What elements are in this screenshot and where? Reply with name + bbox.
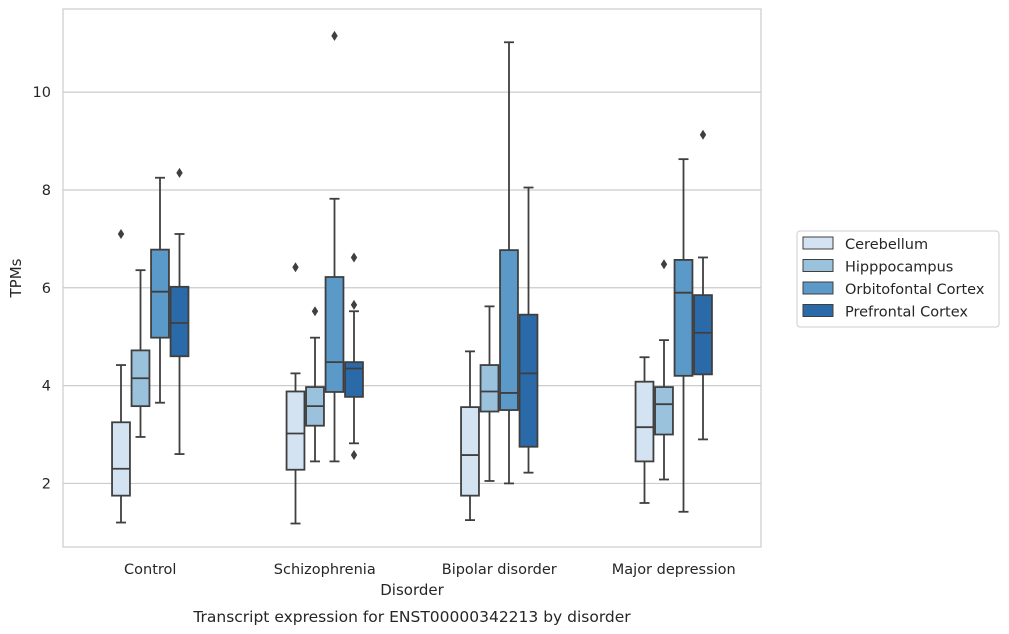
box-hipppocampus [305, 306, 325, 463]
outlier-point [660, 259, 668, 270]
box-hipppocampus [654, 259, 674, 481]
box-cerebellum [111, 228, 131, 524]
outlier-point [331, 30, 338, 41]
box-orbitofontal-cortex [673, 158, 694, 513]
legend-swatch [802, 236, 834, 250]
outlier-point [176, 167, 183, 178]
legend-frame [796, 230, 1000, 328]
box-body [518, 313, 539, 448]
box-cerebellum [634, 356, 655, 504]
outlier-point [350, 252, 358, 263]
x-tick-label: Major depression [612, 562, 736, 578]
box-prefrontal-cortex [693, 129, 713, 441]
box-body [324, 276, 345, 393]
legend-swatch [802, 304, 834, 317]
box-body [460, 406, 480, 497]
y-axis-label: TPMs [7, 258, 25, 298]
box-body [111, 421, 131, 497]
outlier-point [292, 262, 299, 273]
box-body [693, 294, 713, 376]
box-series-layer [111, 30, 713, 525]
box-cerebellum [460, 350, 480, 521]
plot-area-frame [62, 8, 762, 548]
box-body [673, 259, 694, 377]
x-tick-label: Schizophrenia [274, 562, 376, 578]
outlier-point [311, 306, 319, 317]
box-prefrontal-cortex [518, 186, 539, 474]
legend-label: Prefrontal Cortex [845, 305, 968, 321]
outlier-point [699, 129, 707, 140]
outlier-point [350, 299, 358, 310]
y-tick-label: 10 [33, 85, 51, 101]
chart-caption: Transcript expression for ENST0000034221… [192, 608, 631, 626]
box-orbitofontal-cortex [324, 30, 345, 463]
x-axis-ticks: Control Schizophrenia Bipolar disorder Majo… [124, 562, 736, 578]
box-body [654, 386, 674, 436]
y-tick-label: 8 [42, 183, 51, 199]
box-body [285, 390, 306, 471]
box-body [169, 285, 190, 358]
y-tick-label: 6 [42, 281, 51, 297]
legend: Cerebellum Hipppocampus Orbitofontal Corte… [796, 230, 1000, 328]
box-cerebellum [285, 262, 306, 525]
outlier-point [350, 450, 358, 461]
box-body [499, 249, 519, 411]
box-orbitofontal-cortex [499, 41, 519, 485]
box-prefrontal-cortex [169, 167, 190, 455]
box-body [634, 380, 655, 463]
legend-label: Cerebellum [845, 237, 928, 253]
box-body [150, 248, 170, 339]
y-tick-label: 2 [42, 476, 51, 492]
box-hipppocampus [130, 269, 151, 438]
box-orbitofontal-cortex [150, 176, 170, 404]
x-axis-label: Disorder [380, 581, 444, 599]
box-body [344, 361, 364, 398]
y-tick-label: 4 [42, 379, 51, 395]
box-prefrontal-cortex [344, 252, 364, 461]
box-hipppocampus [479, 305, 500, 482]
legend-label: Orbitofontal Cortex [845, 282, 985, 298]
x-tick-label: Control [124, 562, 176, 578]
x-tick-label: Bipolar disorder [442, 562, 557, 578]
outlier-point [117, 228, 125, 239]
legend-swatch [802, 259, 834, 272]
y-axis-ticks: 2 4 6 8 10 [33, 85, 51, 492]
legend-label: Hipppocampus [845, 260, 953, 276]
box-body [479, 364, 500, 413]
legend-swatch [802, 281, 834, 295]
